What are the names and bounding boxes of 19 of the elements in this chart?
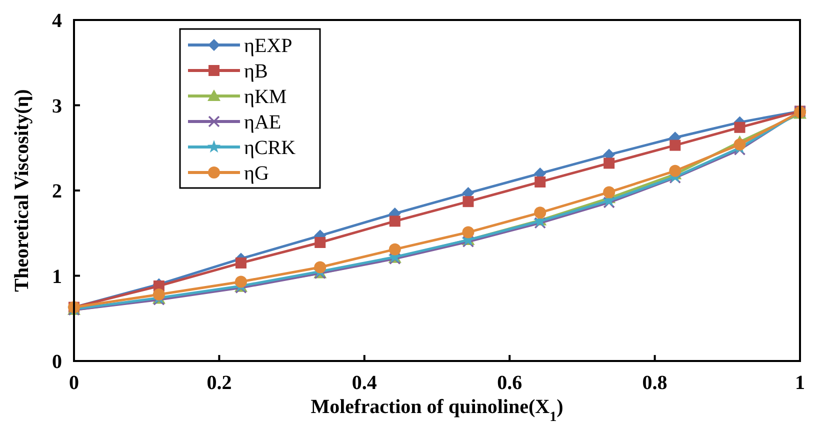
legend-label: ηG xyxy=(244,162,269,184)
x-tick-label: 0.8 xyxy=(642,372,668,394)
x-tick-label: 1 xyxy=(795,372,805,394)
y-tick-label: 1 xyxy=(52,266,62,288)
legend-label: ηKM xyxy=(244,86,287,108)
x-tick-label: 0.2 xyxy=(206,372,232,394)
legend-label: ηEXP xyxy=(244,35,292,57)
y-tick-label: 3 xyxy=(52,95,62,118)
legend-label: ηAE xyxy=(244,112,282,134)
y-tick-label: 2 xyxy=(52,180,62,202)
y-tick-label: 4 xyxy=(52,10,62,32)
x-tick-label: 0 xyxy=(69,372,79,394)
y-axis-title: Theoretical Viscosity(η) xyxy=(11,89,33,292)
x-axis-title: Molefraction of quinoline(X$_{1}$) xyxy=(310,396,564,424)
legend-label: ηB xyxy=(244,60,268,82)
x-tick-label: 0.6 xyxy=(497,372,522,394)
x-tick-label: 0.4 xyxy=(352,372,377,394)
legend-label: ηCRK xyxy=(244,137,296,159)
y-tick-label: 0 xyxy=(52,351,62,373)
